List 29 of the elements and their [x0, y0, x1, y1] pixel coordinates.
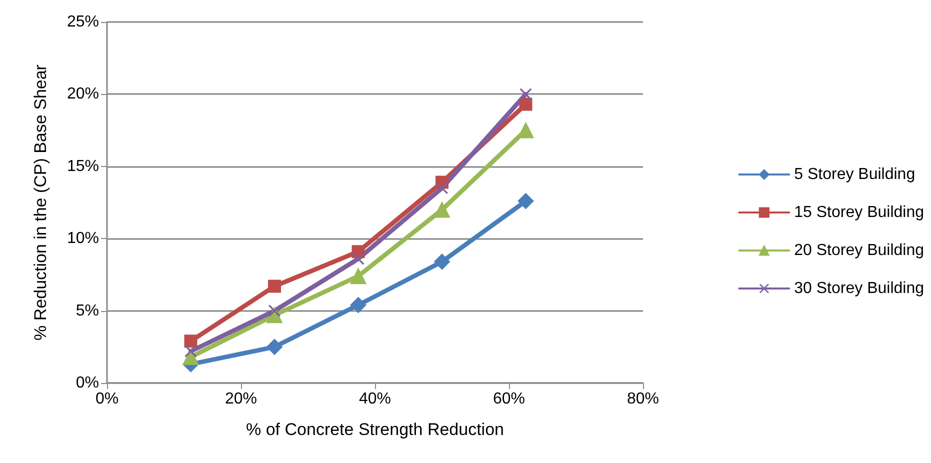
y-tick-label: 20% [66, 86, 99, 103]
point [518, 193, 534, 210]
point [350, 268, 366, 284]
point [436, 182, 448, 194]
legend-label: 15 Storey Building [794, 204, 924, 221]
y-tick-label: 5% [76, 302, 99, 320]
point [266, 338, 282, 355]
point [434, 202, 450, 218]
y-tick-label: 10% [66, 230, 99, 248]
x-tick-label: 80% [626, 390, 660, 408]
y-tick-label: 25% [66, 14, 99, 30]
y-tick-label: 15% [66, 158, 99, 175]
y-tick-label: 0% [76, 374, 99, 392]
point [519, 98, 532, 111]
legend-label: 20 Storey Building [794, 242, 924, 259]
y-axis-title: % Reduction in the (CP) Base Shear [31, 64, 50, 340]
x-axis-title: % of Concrete Strength Reduction [246, 420, 504, 439]
x-tick-label: 60% [492, 390, 526, 408]
legend-label: 5 Storey Building [794, 166, 916, 183]
x-tick-label: 0% [95, 390, 119, 408]
x-tick-label: 40% [358, 390, 392, 408]
point [268, 280, 281, 293]
point [520, 88, 532, 100]
point [350, 297, 366, 314]
point [184, 334, 198, 348]
legend-label: 30 Storey Building [794, 280, 924, 297]
point [352, 252, 364, 265]
point [434, 254, 450, 270]
x-tick-label: 20% [224, 390, 258, 408]
